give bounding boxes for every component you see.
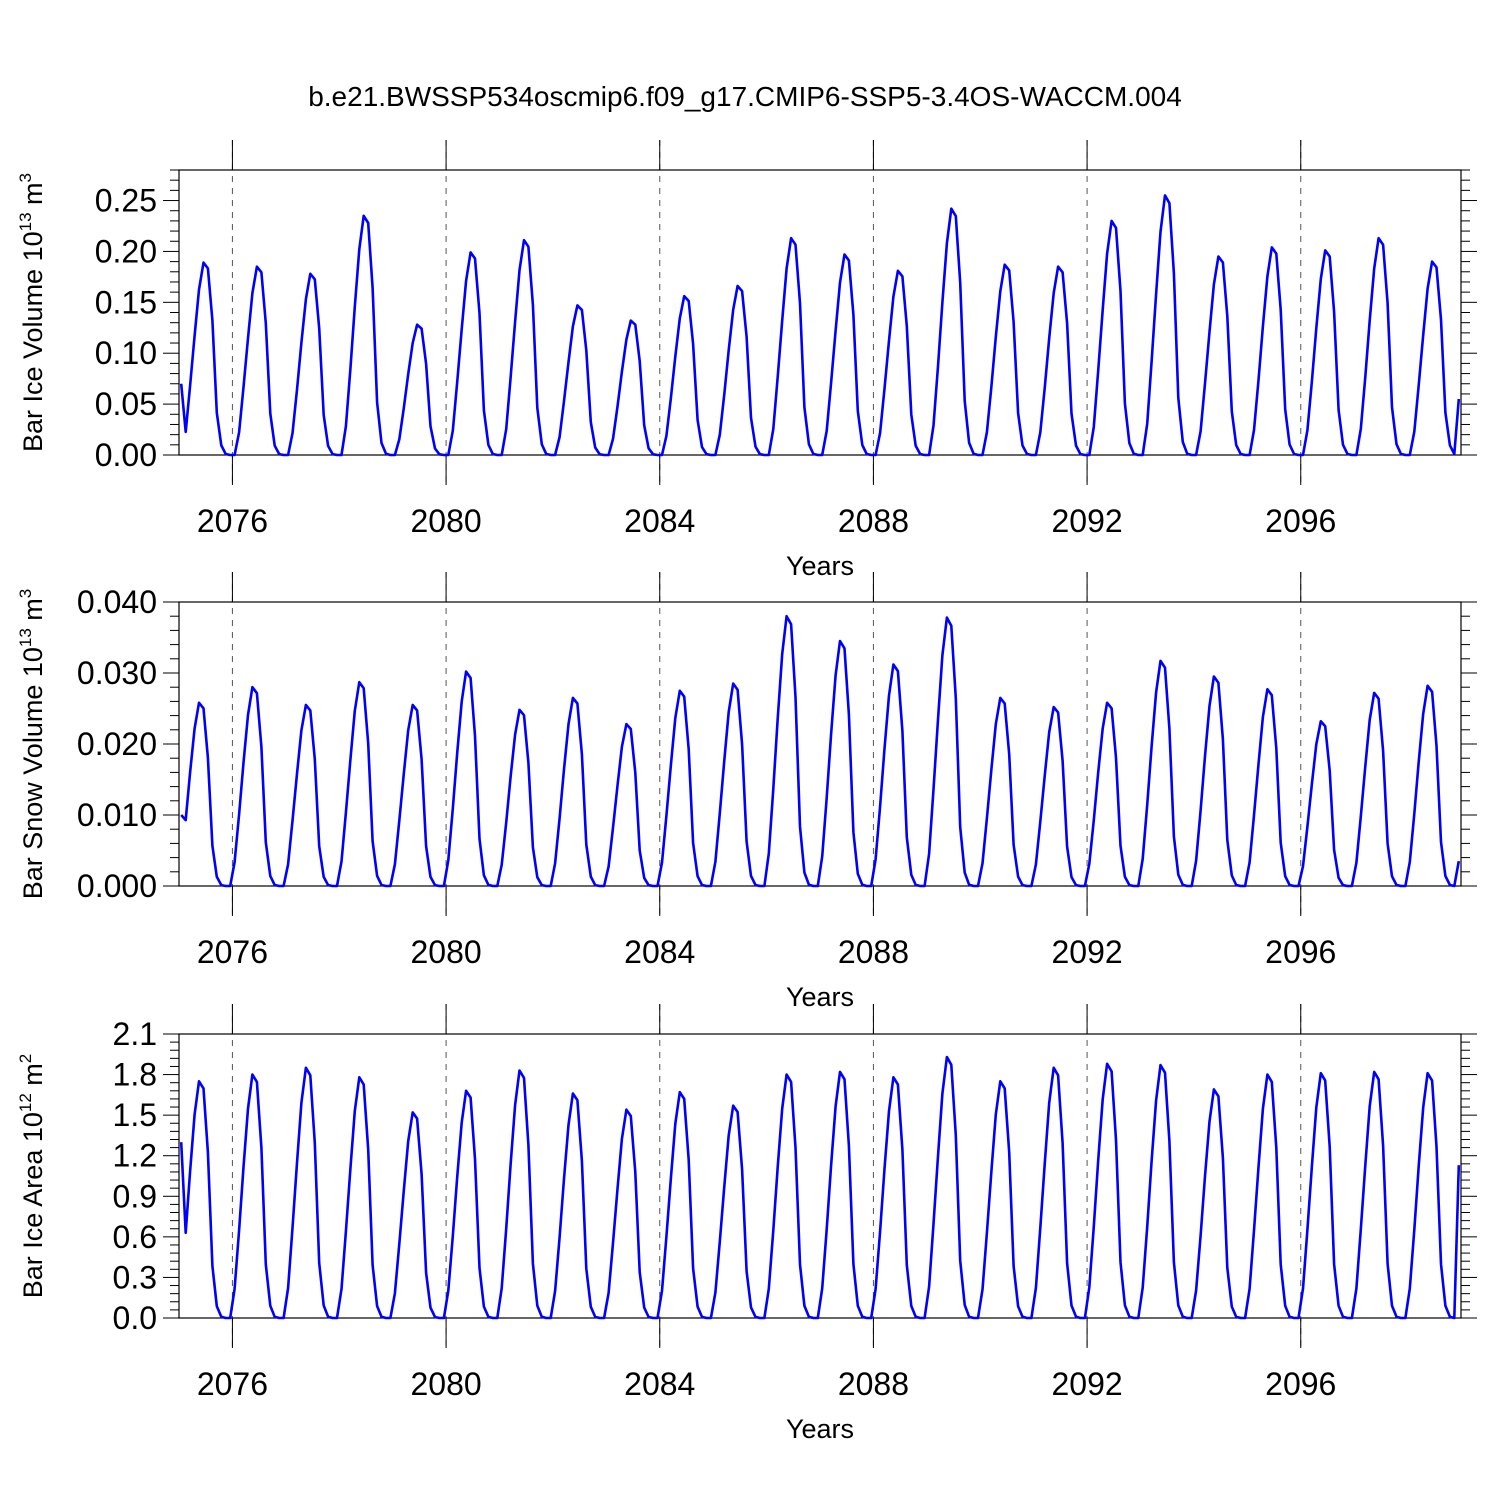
x-axis-title: Years	[786, 982, 854, 1012]
x-tick-label: 2080	[410, 1366, 481, 1402]
figure-title: b.e21.BWSSP534oscmip6.f09_g17.CMIP6-SSP5…	[308, 81, 1182, 112]
y-tick-label: 0.9	[113, 1178, 157, 1214]
y-tick-label: 0.000	[77, 868, 157, 904]
x-tick-label: 2096	[1265, 1366, 1336, 1402]
y-axis-title: Bar Snow Volume 1013 m3	[16, 589, 48, 900]
x-tick-label: 2092	[1051, 934, 1122, 970]
y-tick-label: 0.0	[113, 1300, 157, 1336]
y-axis-title: Bar Ice Volume 1013 m3	[16, 173, 48, 452]
x-tick-label: 2096	[1265, 934, 1336, 970]
y-tick-label: 0.10	[95, 335, 157, 371]
y-tick-label: 0.05	[95, 386, 157, 422]
y-tick-label: 0.030	[77, 655, 157, 691]
x-axis-title: Years	[786, 551, 854, 581]
y-tick-label: 0.3	[113, 1259, 157, 1295]
x-tick-label: 2088	[838, 503, 909, 539]
y-tick-label: 0.00	[95, 437, 157, 473]
y-tick-label: 0.15	[95, 284, 157, 320]
x-tick-label: 2084	[624, 503, 695, 539]
y-tick-label: 0.25	[95, 183, 157, 219]
x-tick-label: 2076	[197, 934, 268, 970]
x-axis-title: Years	[786, 1414, 854, 1444]
y-tick-label: 1.5	[113, 1097, 157, 1133]
x-tick-label: 2092	[1051, 1366, 1122, 1402]
x-tick-label: 2076	[197, 1366, 268, 1402]
panel-1: 0.00 0.05 0.10 0.15 0.20 0.25 2076 2080 2084 2088…	[16, 140, 1477, 581]
panel-2: 0.000 0.010 0.020 0.030 0.040 2076 2080 2084 208…	[16, 572, 1477, 1012]
x-tick-label: 2080	[410, 934, 481, 970]
x-tick-label: 2096	[1265, 503, 1336, 539]
y-tick-label: 0.010	[77, 797, 157, 833]
y-tick-label: 0.20	[95, 233, 157, 269]
series-line	[180, 614, 1461, 888]
x-tick-label: 2084	[624, 934, 695, 970]
x-tick-label: 2092	[1051, 503, 1122, 539]
y-tick-label: 0.020	[77, 726, 157, 762]
y-tick-label: 0.040	[77, 584, 157, 620]
y-tick-label: 1.2	[113, 1138, 157, 1174]
series-line	[179, 194, 1461, 457]
x-tick-label: 2076	[197, 503, 268, 539]
x-tick-label: 2088	[838, 1366, 909, 1402]
plot-frame	[178, 1033, 1462, 1319]
series-line	[179, 1055, 1461, 1320]
y-tick-label: 0.6	[113, 1219, 157, 1255]
x-tick-label: 2088	[838, 934, 909, 970]
plot-frame	[178, 601, 1462, 887]
panel-3: 0.0 0.3 0.6 0.9 1.2 1.5 1.8 2.1 2076 2080 2084 2088…	[16, 1004, 1477, 1444]
y-tick-label: 2.1	[113, 1016, 157, 1052]
x-tick-label: 2084	[624, 1366, 695, 1402]
y-tick-label: 1.8	[113, 1057, 157, 1093]
x-tick-label: 2080	[410, 503, 481, 539]
plot-frame	[178, 169, 1462, 456]
y-axis-title: Bar Ice Area 1012 m2	[16, 1054, 48, 1299]
